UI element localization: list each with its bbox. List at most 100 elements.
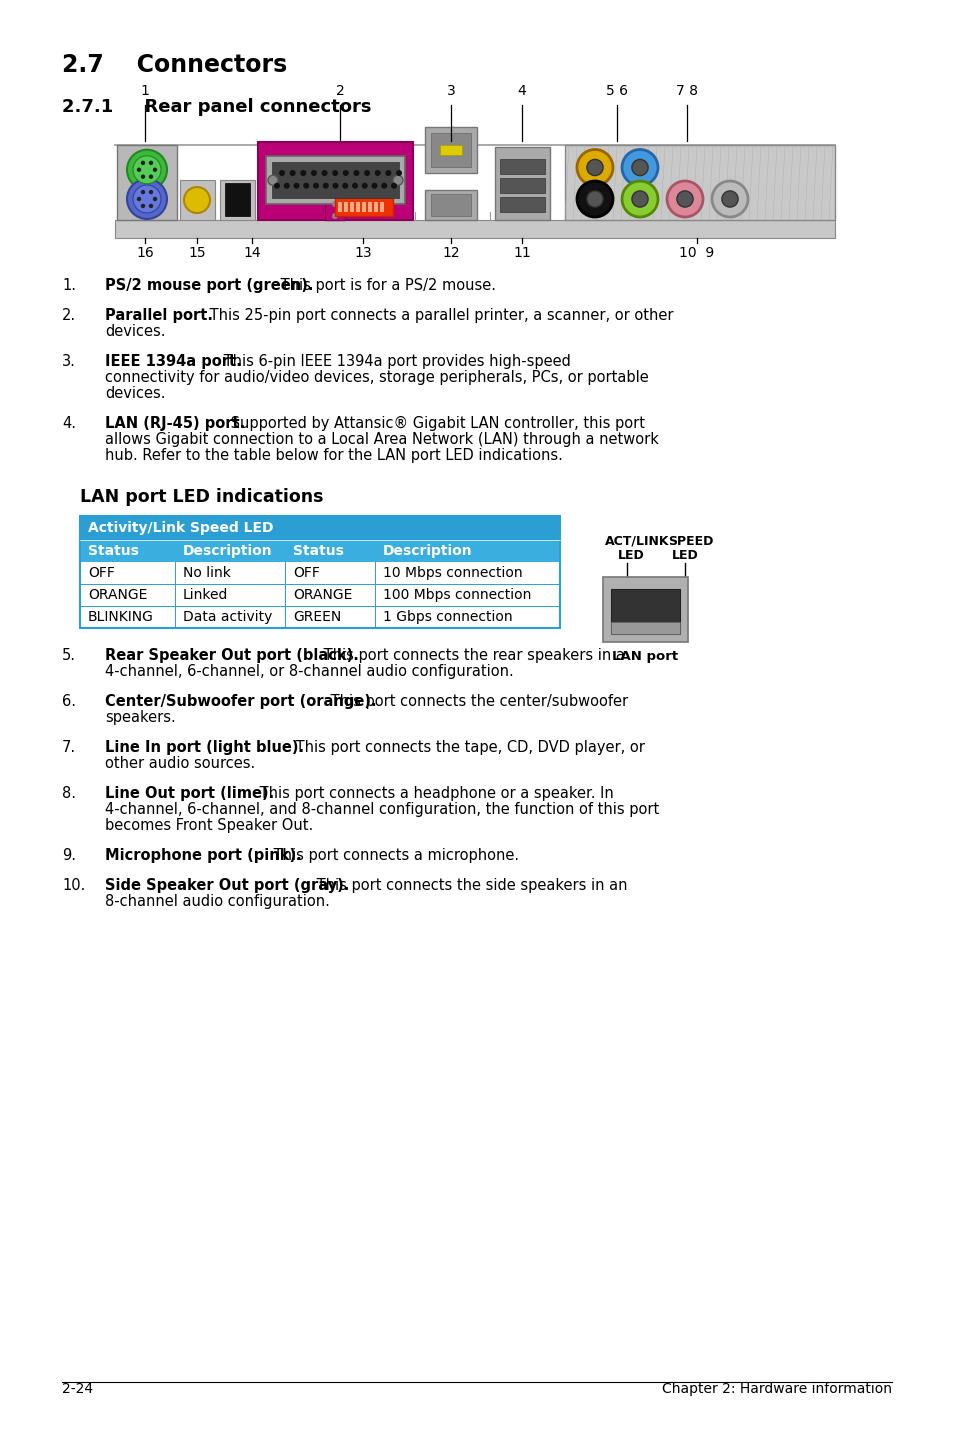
Circle shape — [577, 181, 613, 217]
Text: 16: 16 — [136, 246, 153, 260]
Text: This 6-pin IEEE 1394a port provides high-speed: This 6-pin IEEE 1394a port provides high… — [219, 354, 571, 370]
Circle shape — [332, 201, 337, 207]
Text: 10 Mbps connection: 10 Mbps connection — [382, 567, 522, 580]
Circle shape — [274, 183, 280, 188]
Circle shape — [152, 197, 157, 201]
Circle shape — [149, 161, 153, 165]
Text: devices.: devices. — [105, 385, 165, 401]
Bar — [117, 145, 177, 220]
Circle shape — [721, 191, 738, 207]
Text: Supported by Attansic® Gigabit LAN controller, this port: Supported by Attansic® Gigabit LAN contr… — [226, 416, 644, 431]
Circle shape — [342, 183, 348, 188]
Bar — [495, 147, 550, 220]
Circle shape — [333, 183, 338, 188]
Text: No link: No link — [183, 567, 231, 580]
Circle shape — [361, 183, 367, 188]
Text: 4-channel, 6-channel, and 8-channel configuration, the function of this port: 4-channel, 6-channel, and 8-channel conf… — [105, 802, 659, 817]
Bar — [335, 196, 393, 216]
Circle shape — [352, 183, 357, 188]
Text: becomes Front Speaker Out.: becomes Front Speaker Out. — [105, 818, 313, 833]
Circle shape — [711, 181, 747, 217]
Circle shape — [313, 183, 318, 188]
Circle shape — [332, 170, 337, 175]
Circle shape — [141, 204, 145, 209]
Circle shape — [268, 175, 277, 186]
Text: Line In port (light blue).: Line In port (light blue). — [105, 741, 304, 755]
Text: 5.: 5. — [62, 649, 76, 663]
Text: Rear Speaker Out port (black).: Rear Speaker Out port (black). — [105, 649, 358, 663]
Bar — [257, 142, 413, 220]
Text: This port connects the tape, CD, DVD player, or: This port connects the tape, CD, DVD pla… — [291, 741, 644, 755]
Text: 2.7    Connectors: 2.7 Connectors — [62, 53, 287, 78]
Text: 7.: 7. — [62, 741, 76, 755]
Bar — [115, 220, 834, 239]
Text: Description: Description — [183, 544, 273, 558]
Circle shape — [303, 183, 309, 188]
Bar — [225, 183, 250, 216]
Text: 1 Gbps connection: 1 Gbps connection — [382, 610, 512, 624]
Text: 15: 15 — [188, 246, 206, 260]
Text: 14: 14 — [243, 246, 260, 260]
Text: 5 6: 5 6 — [605, 83, 627, 98]
Bar — [80, 584, 559, 605]
Circle shape — [141, 190, 145, 194]
Text: GREEN: GREEN — [293, 610, 341, 624]
Text: 9.: 9. — [62, 848, 76, 863]
Bar — [266, 157, 405, 204]
Text: 12: 12 — [442, 246, 459, 260]
Circle shape — [278, 170, 285, 175]
Text: This 25-pin port connects a parallel printer, a scanner, or other: This 25-pin port connects a parallel pri… — [205, 308, 673, 324]
Bar — [272, 162, 398, 198]
Circle shape — [631, 191, 647, 207]
Bar — [431, 132, 471, 167]
Circle shape — [385, 170, 391, 175]
Text: 4.: 4. — [62, 416, 76, 431]
Circle shape — [141, 174, 145, 178]
Circle shape — [136, 168, 141, 173]
Text: Line Out port (lime).: Line Out port (lime). — [105, 787, 274, 801]
Circle shape — [152, 168, 157, 173]
Circle shape — [290, 170, 295, 175]
Text: Linked: Linked — [183, 588, 228, 603]
Text: This port connects the center/subwoofer: This port connects the center/subwoofer — [326, 695, 628, 709]
Text: connectivity for audio/video devices, storage peripherals, PCs, or portable: connectivity for audio/video devices, st… — [105, 370, 648, 385]
Text: 8-channel audio configuration.: 8-channel audio configuration. — [105, 894, 330, 909]
Text: Data activity: Data activity — [183, 610, 273, 624]
Circle shape — [184, 187, 210, 213]
Bar — [610, 623, 679, 634]
Circle shape — [283, 183, 290, 188]
Text: 2: 2 — [335, 83, 344, 98]
Bar — [337, 201, 341, 211]
Circle shape — [631, 160, 647, 175]
Bar — [325, 180, 345, 220]
Text: OFF: OFF — [88, 567, 114, 580]
Text: This port is for a PS/2 mouse.: This port is for a PS/2 mouse. — [276, 278, 496, 293]
Circle shape — [132, 155, 161, 184]
Text: This port connects a headphone or a speaker. In: This port connects a headphone or a spea… — [254, 787, 613, 801]
Bar — [220, 180, 254, 220]
Circle shape — [149, 204, 153, 209]
Text: This port connects a microphone.: This port connects a microphone. — [269, 848, 518, 863]
Bar — [610, 590, 679, 634]
Text: 1: 1 — [140, 83, 150, 98]
Text: Side Speaker Out port (gray).: Side Speaker Out port (gray). — [105, 879, 349, 893]
Circle shape — [332, 213, 337, 219]
Text: BLINKING: BLINKING — [88, 610, 153, 624]
Text: 10  9: 10 9 — [679, 246, 714, 260]
Text: speakers.: speakers. — [105, 710, 175, 725]
Circle shape — [321, 170, 327, 175]
Text: LED: LED — [671, 549, 698, 562]
Bar — [80, 516, 559, 541]
Text: 13: 13 — [354, 246, 372, 260]
Text: Parallel port.: Parallel port. — [105, 308, 213, 324]
Bar — [344, 201, 348, 211]
Text: LAN port: LAN port — [612, 650, 678, 663]
Text: 2-24: 2-24 — [62, 1382, 93, 1396]
Text: SPEED: SPEED — [667, 535, 713, 548]
Circle shape — [371, 183, 377, 188]
Circle shape — [586, 191, 602, 207]
Circle shape — [375, 170, 380, 175]
Circle shape — [342, 170, 349, 175]
Bar — [499, 178, 544, 193]
Text: hub. Refer to the table below for the LAN port LED indications.: hub. Refer to the table below for the LA… — [105, 449, 562, 463]
